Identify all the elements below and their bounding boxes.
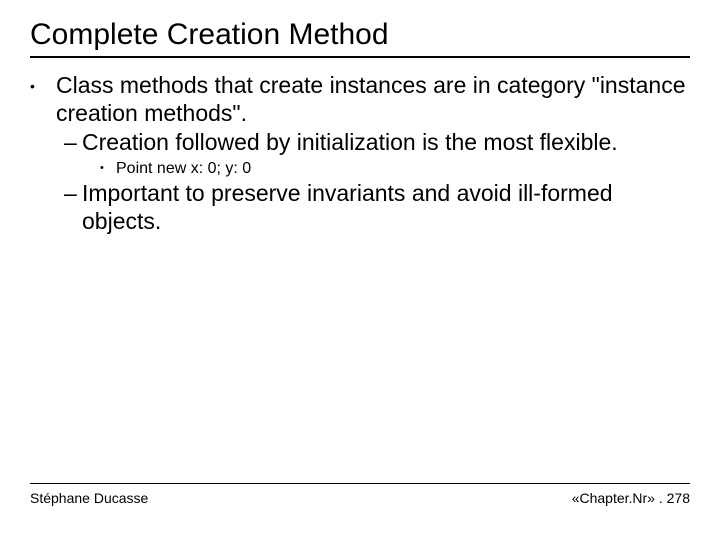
dash-icon: – [64, 129, 82, 157]
bullet-level3: • Point new x: 0; y: 0 [30, 159, 690, 178]
footer-page: «Chapter.Nr» . 278 [572, 490, 690, 506]
bullet-icon: • [30, 72, 56, 127]
bullet-text: Creation followed by initialization is t… [82, 129, 690, 157]
bullet-text: Point new x: 0; y: 0 [116, 159, 690, 178]
slide-content: • Class methods that create instances ar… [30, 72, 690, 235]
bullet-level2: – Creation followed by initialization is… [30, 129, 690, 157]
slide-title: Complete Creation Method [30, 18, 690, 58]
bullet-icon: • [100, 159, 116, 178]
bullet-text: Class methods that create instances are … [56, 72, 690, 127]
bullet-level2: – Important to preserve invariants and a… [30, 180, 690, 235]
bullet-level1: • Class methods that create instances ar… [30, 72, 690, 127]
slide-footer: Stéphane Ducasse «Chapter.Nr» . 278 [30, 483, 690, 506]
dash-icon: – [64, 180, 82, 235]
slide: Complete Creation Method • Class methods… [0, 0, 720, 540]
bullet-text: Important to preserve invariants and avo… [82, 180, 690, 235]
footer-author: Stéphane Ducasse [30, 490, 148, 506]
